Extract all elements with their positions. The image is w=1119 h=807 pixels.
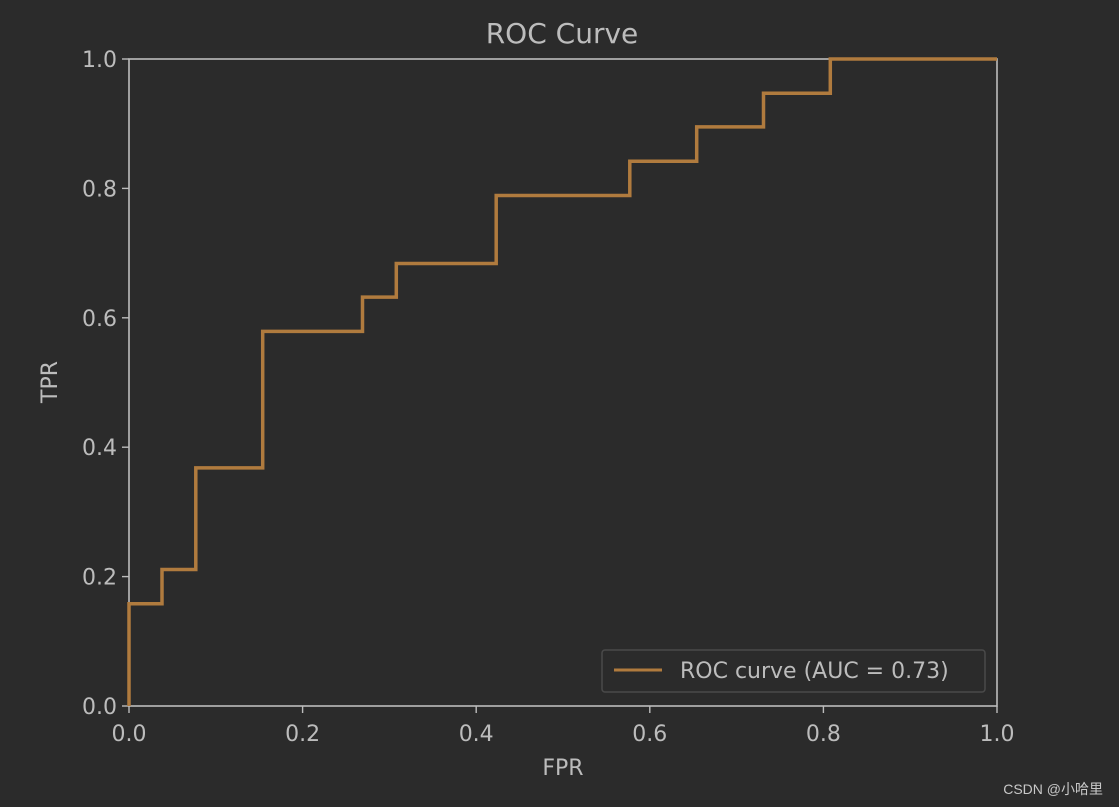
x-tick-label: 0.2 (285, 722, 320, 747)
y-tick-label: 0.0 (82, 695, 117, 720)
y-tick-label: 0.4 (82, 436, 117, 461)
y-tick-label: 0.8 (82, 177, 117, 202)
x-tick-label: 0.0 (112, 722, 147, 747)
x-tick-label: 0.8 (806, 722, 841, 747)
legend-label: ROC curve (AUC = 0.73) (680, 659, 949, 684)
ticks: 0.0 0.2 0.4 0.6 0.8 1.0 0.0 0.2 0.4 0.6 0.8 1.0 (82, 48, 1015, 747)
y-tick-label: 0.2 (82, 566, 117, 591)
y-tick-label: 0.6 (82, 307, 117, 332)
roc-curve-line (127, 57, 997, 706)
x-tick-label: 0.6 (632, 722, 667, 747)
series (127, 57, 997, 706)
chart-title: ROC Curve (486, 17, 639, 50)
y-tick-label: 1.0 (82, 48, 117, 73)
y-axis-label: TPR (38, 361, 63, 404)
legend-box (601, 649, 986, 693)
x-tick-label: 1.0 (980, 722, 1015, 747)
watermark: CSDN @小哈里 (1003, 781, 1103, 797)
x-axis-label: FPR (542, 756, 583, 781)
plot-frame (128, 58, 998, 707)
axes (128, 58, 998, 707)
legend: ROC curve (AUC = 0.73) (601, 649, 986, 693)
x-tick-label: 0.4 (459, 722, 494, 747)
